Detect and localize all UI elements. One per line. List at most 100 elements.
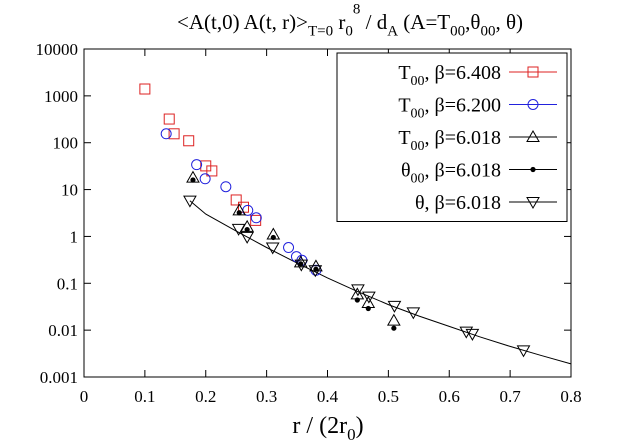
plot-area: 0 0.1 0.2 0.3 0.4 0.5 0.6 0.7 0.8 0.001 0.01 0.1 1 10…: [36, 40, 582, 406]
text-part: , β=6.018: [425, 127, 501, 149]
data-point: [362, 291, 376, 304]
text-part: A: [387, 23, 398, 39]
data-point: [354, 297, 360, 303]
data-point: [231, 223, 246, 236]
text-part: , β=6.200: [425, 95, 501, 117]
legend-label: θ, β=6.018: [415, 192, 501, 214]
data-point: [283, 242, 295, 254]
chart-title: <A(t,0) A(t, r)>T=0 r08 / dA (A=T00,θ00,…: [177, 1, 523, 39]
x-tick-label: 0.6: [439, 387, 460, 406]
text-part: θ: [401, 160, 411, 182]
data-layer: [139, 83, 531, 358]
data-point: [298, 261, 304, 267]
x-tick-label: 0.2: [195, 387, 216, 406]
text-part: r / (2r: [292, 413, 347, 439]
text-part: 00: [411, 74, 425, 89]
text-part: <A(t,0) A(t, r)>: [177, 10, 308, 34]
data-point: [206, 165, 218, 177]
fit-curve-line: [189, 200, 572, 365]
data-point: [406, 307, 421, 320]
data-point: [293, 255, 308, 268]
y-tick-label: 1: [70, 227, 79, 246]
data-point: [387, 300, 402, 313]
text-part: 00: [411, 139, 425, 154]
data-point: [220, 181, 232, 193]
data-point: [386, 313, 401, 326]
text-part: 00: [411, 107, 425, 122]
y-tick-label: 0.01: [48, 321, 78, 340]
y-tick-label: 0.1: [57, 274, 78, 293]
text-part: 8: [353, 1, 361, 17]
y-tick-label: 100: [53, 134, 79, 153]
data-point: [313, 266, 319, 272]
x-tick-label: 0.3: [256, 387, 277, 406]
data-point: [459, 326, 474, 339]
data-point: [163, 113, 175, 125]
data-point: [160, 128, 172, 140]
data-point: [308, 265, 323, 278]
series-4: [183, 195, 531, 358]
text-part: 00: [480, 23, 495, 39]
data-point: [240, 231, 255, 244]
text-part: ): [356, 413, 364, 439]
text-part: ,θ: [465, 10, 480, 34]
text-part: T: [398, 62, 410, 84]
data-point: [139, 83, 151, 95]
x-tick-label: 0.1: [134, 387, 155, 406]
text-part: , θ): [495, 10, 523, 34]
data-point: [183, 135, 195, 147]
data-point: [465, 328, 480, 341]
series-3: [190, 177, 397, 331]
data-point: [190, 177, 196, 183]
data-point: [365, 305, 371, 312]
text-part: T: [398, 127, 410, 149]
y-tick-label: 1000: [44, 87, 78, 106]
fit-curve-layer: [189, 200, 572, 365]
data-point: [270, 234, 276, 241]
text-part: , β=6.018: [425, 160, 501, 182]
data-point: [294, 259, 309, 272]
x-tick-label: 0: [80, 387, 89, 406]
data-point: [244, 226, 250, 233]
text-part: T=0: [308, 23, 333, 39]
y-tick-label: 10: [61, 181, 78, 200]
text-part: / d: [360, 10, 387, 34]
legend-marker: [526, 129, 540, 142]
data-point: [230, 194, 242, 206]
text-part: , β=6.408: [425, 62, 501, 84]
x-tick-label: 0.4: [317, 387, 339, 406]
legend-label: T00, β=6.018: [398, 127, 501, 154]
x-tick-label: 0.8: [560, 387, 581, 406]
series-0: [139, 83, 262, 226]
data-point: [250, 212, 262, 224]
legend-marker: [526, 197, 540, 210]
legend-label: T00, β=6.200: [398, 95, 501, 122]
text-part: 00: [450, 23, 465, 39]
legend-label: θ00, β=6.018: [401, 160, 501, 187]
data-point: [168, 128, 180, 140]
text-part: T: [398, 95, 410, 117]
y-tick-label: 10000: [36, 40, 79, 59]
y-tick-label: 0.001: [40, 368, 78, 387]
x-axis-label: r / (2r0): [292, 413, 363, 444]
text-part: r: [333, 10, 345, 34]
text-part: 00: [411, 172, 425, 187]
legend-marker: [527, 66, 539, 78]
text-part: 0: [347, 425, 356, 444]
text-part: 0: [345, 23, 353, 39]
text-part: θ, β=6.018: [415, 192, 501, 214]
x-tick-label: 0.5: [378, 387, 399, 406]
data-point: [391, 325, 397, 331]
data-point: [351, 284, 365, 297]
data-point: [199, 173, 211, 185]
legend-label: T00, β=6.408: [398, 62, 501, 89]
data-point: [183, 195, 197, 208]
data-point: [191, 159, 203, 171]
legend-marker: [530, 166, 536, 173]
text-part: (A=T: [398, 10, 450, 34]
data-point: [265, 242, 280, 255]
data-point: [236, 210, 242, 216]
data-point: [516, 345, 531, 358]
